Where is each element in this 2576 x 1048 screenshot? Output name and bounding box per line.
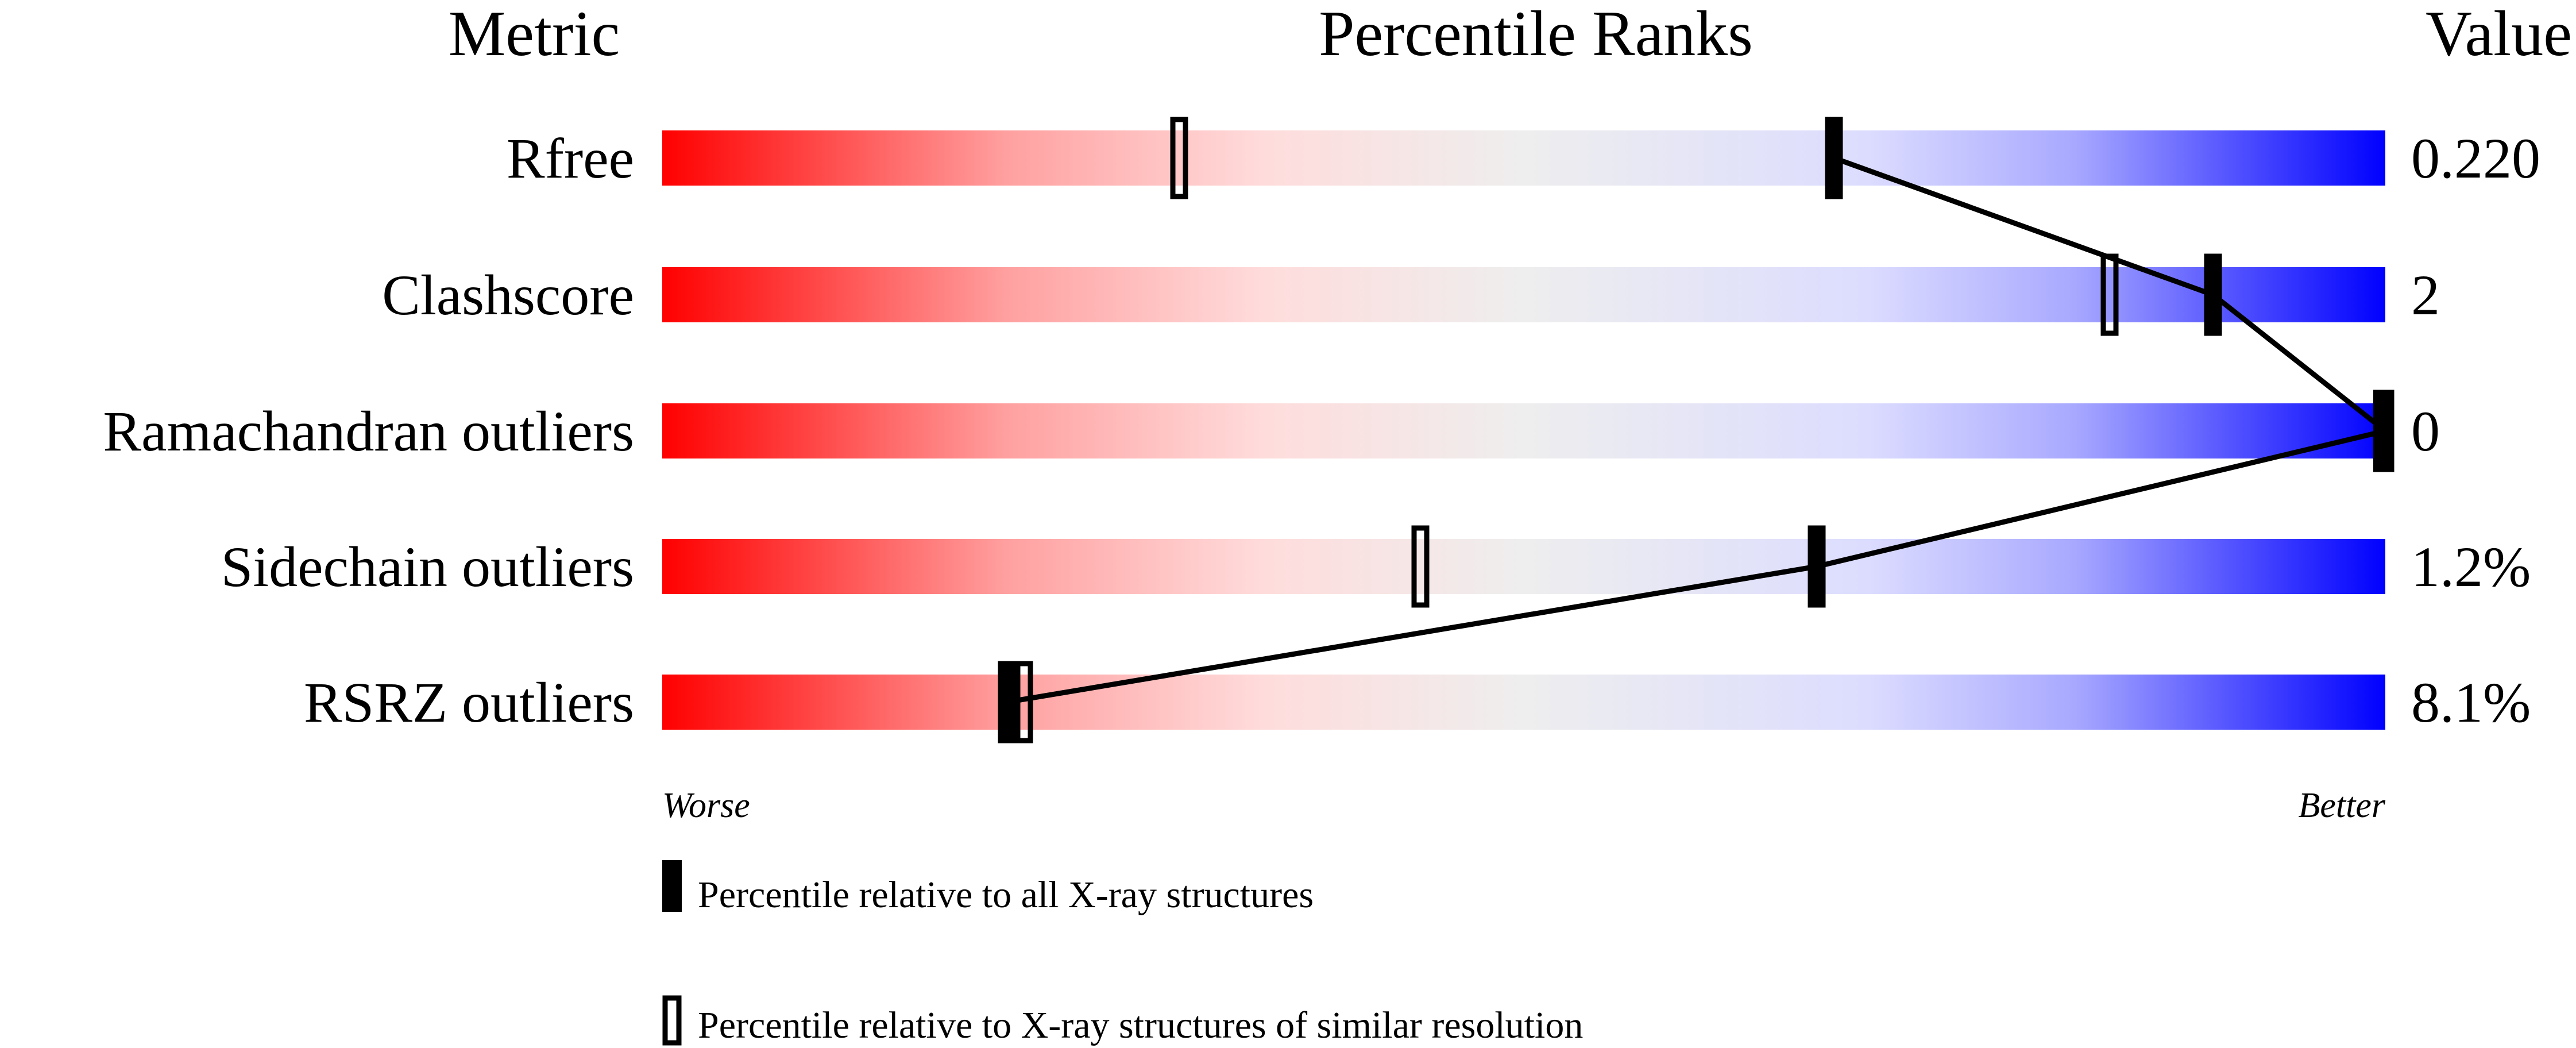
legend-open-marker-icon — [662, 995, 682, 1046]
gradient-bar — [662, 675, 2385, 730]
connector-lines — [1006, 155, 2387, 705]
axis-worse-label: Worse — [662, 786, 750, 825]
connector-line — [1833, 155, 2214, 298]
similar-resolution-percentile-marker — [2100, 253, 2119, 336]
metric-value: 0.220 — [2411, 126, 2540, 190]
metric-value: 2 — [2411, 263, 2440, 327]
connector-line — [1816, 428, 2386, 569]
similar-resolution-percentile-marker — [1015, 661, 1033, 743]
legend-similar-label: Percentile relative to X-ray structures … — [698, 1004, 1583, 1046]
header-percentile-ranks: Percentile Ranks — [1319, 0, 1753, 70]
legend-all-label: Percentile relative to all X-ray structu… — [698, 874, 1314, 916]
legend-filled-marker-icon — [662, 860, 682, 912]
all-structures-percentile-marker — [998, 661, 1016, 743]
metric-value: 0 — [2411, 399, 2440, 463]
metric-label: Clashscore — [382, 263, 634, 327]
percentile-markers — [998, 117, 2395, 743]
metric-label: RSRZ outliers — [304, 671, 634, 734]
connector-line — [1006, 564, 1817, 705]
all-structures-percentile-marker — [1825, 117, 1843, 199]
header-value: Value — [2426, 0, 2572, 70]
metric-value: 8.1% — [2411, 671, 2531, 734]
metric-labels: Rfree 0.220 Clashscore 2 Ramachandran outlie… — [103, 126, 2540, 734]
metric-label: Ramachandran outliers — [103, 399, 634, 463]
header-metric: Metric — [449, 0, 620, 70]
metric-bars — [662, 130, 2385, 730]
gradient-bar — [662, 267, 2385, 322]
similar-resolution-percentile-marker — [1411, 525, 1430, 608]
axis-better-label: Better — [2299, 786, 2386, 825]
similar-resolution-percentile-marker — [1170, 117, 1188, 199]
metric-label: Rfree — [507, 126, 634, 190]
all-structures-percentile-marker — [2204, 253, 2222, 336]
metric-value: 1.2% — [2411, 535, 2531, 599]
all-structures-percentile-marker — [1808, 525, 1826, 608]
all-structures-percentile-marker — [2376, 390, 2395, 472]
metric-label: Sidechain outliers — [221, 535, 634, 599]
gradient-bar — [662, 403, 2385, 458]
gradient-bar — [662, 539, 2385, 594]
gradient-bar — [662, 130, 2385, 186]
connector-line — [2211, 292, 2387, 433]
